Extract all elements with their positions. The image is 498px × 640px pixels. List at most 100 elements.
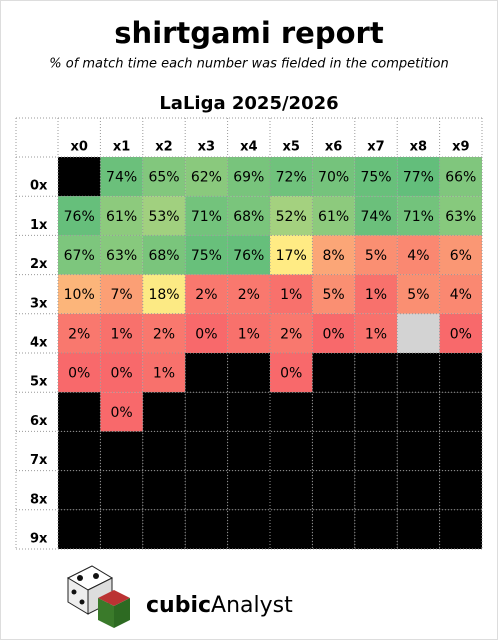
cell — [397, 235, 440, 275]
cell — [397, 431, 440, 471]
cell-label: 1% — [365, 287, 387, 303]
cell-label: 5% — [322, 287, 344, 303]
cell-label: 52% — [276, 209, 307, 225]
cell-label: 1% — [365, 326, 387, 342]
cell — [100, 157, 143, 197]
cell — [227, 470, 270, 510]
cell-label: 8% — [322, 248, 344, 264]
cell-label: 65% — [148, 170, 179, 186]
cell — [439, 353, 482, 393]
cell — [397, 196, 440, 236]
cell — [312, 353, 355, 393]
cell — [270, 392, 313, 432]
cell — [142, 196, 186, 236]
cell — [312, 196, 355, 236]
cell — [100, 313, 143, 353]
cell — [227, 392, 270, 432]
cell — [397, 470, 440, 510]
cell — [58, 392, 101, 432]
cell-label: 74% — [360, 209, 391, 225]
cell-label: 7% — [110, 287, 132, 303]
cell-label: 2% — [68, 326, 90, 342]
cell — [58, 353, 101, 393]
cell — [185, 235, 228, 275]
cell-label: 63% — [445, 209, 476, 225]
cell-label: 5% — [365, 248, 387, 264]
cell — [58, 196, 101, 236]
cell — [142, 313, 186, 353]
cell — [397, 274, 440, 314]
cell-label: 5% — [407, 287, 429, 303]
heading: LaLiga 2025/2026 — [159, 93, 338, 114]
cell — [58, 313, 101, 353]
cell — [397, 392, 440, 432]
cell — [142, 509, 186, 549]
cell — [270, 274, 313, 314]
cell — [142, 392, 186, 432]
cell — [100, 470, 143, 510]
cell — [354, 274, 398, 314]
column-label: x0 — [70, 140, 87, 155]
row-label: 4x — [30, 336, 48, 351]
cell — [58, 509, 101, 549]
cell — [58, 470, 101, 510]
cell — [354, 235, 398, 275]
cell — [397, 509, 440, 549]
row-label: 2x — [30, 257, 48, 272]
cell — [100, 431, 143, 471]
column-label: x3 — [198, 140, 215, 155]
cell — [312, 274, 355, 314]
cell-label: 4% — [407, 248, 429, 264]
row-label: 7x — [30, 453, 48, 468]
cell-label: 2% — [153, 326, 175, 342]
cell — [185, 353, 228, 393]
column-label: x2 — [155, 140, 172, 155]
cell — [312, 470, 355, 510]
cell-label: 0% — [450, 326, 472, 342]
cell-label: 0% — [68, 366, 90, 382]
column-label: x4 — [240, 140, 257, 155]
cell — [312, 313, 355, 353]
column-label: x1 — [113, 140, 130, 155]
column-label: x6 — [325, 140, 342, 155]
cell — [58, 431, 101, 471]
cell — [227, 196, 270, 236]
cell-label: 61% — [318, 209, 349, 225]
row-label: 8x — [30, 492, 48, 507]
cell — [439, 274, 482, 314]
cell-label: 1% — [153, 366, 175, 382]
cell-label: 0% — [322, 326, 344, 342]
cell-label: 17% — [276, 248, 307, 264]
cell — [142, 353, 186, 393]
cell — [270, 353, 313, 393]
cell — [439, 431, 482, 471]
title: shirtgami report — [114, 16, 384, 50]
cell — [312, 235, 355, 275]
cell — [142, 470, 186, 510]
cell-label: 66% — [445, 170, 476, 186]
row-label: 3x — [30, 296, 48, 311]
cell — [270, 431, 313, 471]
cell — [354, 470, 398, 510]
cell — [227, 313, 270, 353]
cell — [185, 157, 228, 197]
cell-label: 71% — [191, 209, 222, 225]
cell-label: 76% — [64, 209, 95, 225]
cell-label: 18% — [148, 287, 179, 303]
cell — [439, 196, 482, 236]
cell — [227, 509, 270, 549]
cell — [142, 431, 186, 471]
row-label: 6x — [30, 414, 48, 429]
row-label: 0x — [30, 179, 48, 194]
cell — [312, 157, 355, 197]
cell — [185, 313, 228, 353]
cell — [185, 392, 228, 432]
cell-label: 67% — [64, 248, 95, 264]
cell-label: 2% — [280, 326, 302, 342]
subtitle: % of match time each number was fielded … — [49, 57, 448, 72]
cell-label: 6% — [450, 248, 472, 264]
cell — [100, 509, 143, 549]
cell-label: 63% — [106, 248, 137, 264]
cell — [312, 509, 355, 549]
